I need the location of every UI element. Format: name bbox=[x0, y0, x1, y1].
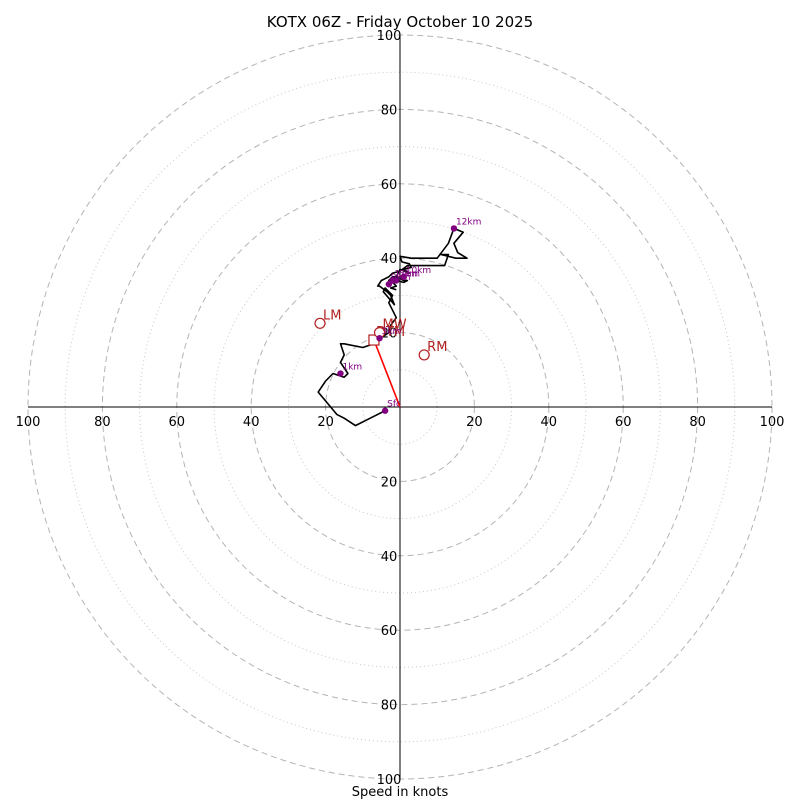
height-label-6km: 6km bbox=[398, 270, 418, 280]
motion-marker-rm bbox=[418, 349, 430, 361]
y-tick-label: 100 bbox=[377, 773, 402, 788]
x-tick-label: 20 bbox=[466, 415, 483, 430]
x-tick-label: 80 bbox=[689, 415, 706, 430]
height-label-sfc: Sfc bbox=[387, 400, 401, 410]
height-label-3km: 3km bbox=[382, 327, 402, 337]
x-tick-label: 100 bbox=[16, 415, 41, 430]
x-tick-label: 100 bbox=[760, 415, 785, 430]
motion-label-rm: RM bbox=[427, 340, 447, 355]
chart-title: KOTX 06Z - Friday October 10 2025 bbox=[267, 13, 533, 31]
y-tick-label: 40 bbox=[381, 252, 398, 267]
height-label-9km: 9km bbox=[391, 273, 411, 283]
x-tick-label: 60 bbox=[615, 415, 632, 430]
motion-label-mw: MW bbox=[383, 318, 407, 333]
y-tick-label: 20 bbox=[381, 475, 398, 490]
y-tick-label: 60 bbox=[381, 178, 398, 193]
x-axis-label: Speed in knots bbox=[352, 785, 449, 800]
height-marker-10km bbox=[400, 273, 407, 280]
tick-labels: 100 80 60 40 20 20 40 60 80 100 100 80 60 40 20 20 40 60 8… bbox=[16, 29, 785, 788]
y-tick-label: 100 bbox=[377, 29, 402, 44]
height-marker-3km bbox=[376, 334, 383, 342]
height-label-12km: 12km bbox=[456, 217, 481, 227]
storm-motion-vector bbox=[373, 339, 401, 408]
height-marker-11km bbox=[389, 277, 396, 284]
height-label-1km: 1km bbox=[342, 363, 362, 373]
x-tick-label: 60 bbox=[169, 415, 186, 430]
y-tick-label: 40 bbox=[381, 550, 398, 565]
x-tick-label: 80 bbox=[94, 415, 111, 430]
x-tick-label: 20 bbox=[317, 415, 334, 430]
motion-label-lm: LM bbox=[323, 308, 341, 323]
x-tick-label: 40 bbox=[243, 415, 260, 430]
height-marker-1km bbox=[337, 370, 344, 377]
motion-marker-lm bbox=[314, 317, 326, 329]
wind-profile-line bbox=[317, 227, 468, 427]
height-label-11km: 11km bbox=[395, 270, 420, 280]
y-tick-label: 80 bbox=[381, 699, 398, 714]
height-marker-12km bbox=[450, 225, 458, 232]
x-tick-label: 40 bbox=[541, 415, 558, 430]
hodograph-trace bbox=[317, 227, 468, 427]
y-tick-label: 60 bbox=[381, 624, 398, 639]
y-tick-label: 20 bbox=[381, 327, 398, 342]
height-marker-sfc bbox=[381, 407, 389, 414]
height-label-10km: 10km bbox=[406, 266, 431, 276]
y-tick-label: 80 bbox=[381, 103, 398, 118]
